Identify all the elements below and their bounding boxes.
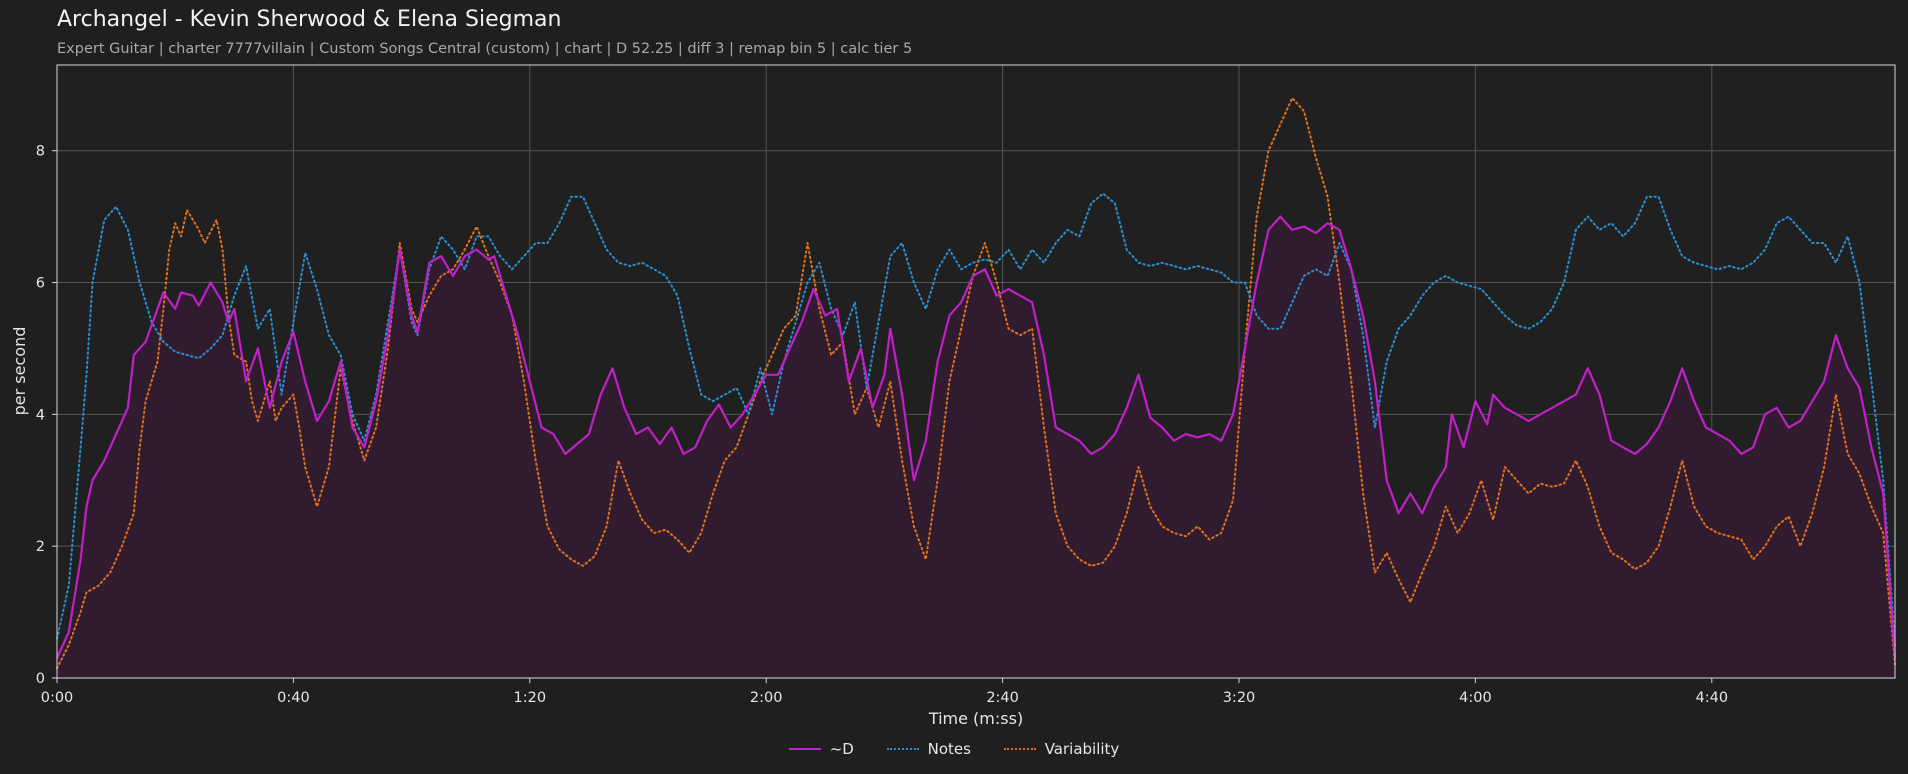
legend-label-variability: Variability — [1044, 740, 1120, 758]
legend-swatch-d — [788, 748, 821, 750]
y-tick-label: 4 — [36, 407, 45, 423]
legend-label-notes: Notes — [927, 740, 971, 758]
y-tick-label: 2 — [36, 539, 45, 555]
x-tick-label: 4:00 — [1459, 690, 1492, 706]
x-tick-label: 2:00 — [750, 690, 783, 706]
chart-subtitle: Expert Guitar | charter 7777villain | Cu… — [57, 41, 913, 57]
series-lines — [55, 97, 1897, 670]
legend-item-d: ~D — [788, 740, 854, 758]
legend-swatch-variability — [1003, 748, 1036, 750]
legend-item-variability: Variability — [1003, 740, 1120, 758]
x-axis-label: Time (m:ss) — [928, 709, 1023, 728]
legend-swatch-notes — [886, 748, 919, 750]
x-tick-label: 0:00 — [41, 690, 74, 706]
x-tick-label: 1:20 — [514, 690, 547, 706]
y-tick-label: 0 — [36, 671, 45, 687]
x-tick-label: 3:20 — [1223, 690, 1256, 706]
y-tick-label: 8 — [36, 144, 45, 160]
series-line-2 — [56, 97, 1896, 670]
x-tick-label: 4:40 — [1696, 690, 1729, 706]
series-line-0 — [55, 215, 1897, 659]
y-tick-label: 6 — [36, 276, 45, 292]
x-tick-label: 2:40 — [986, 690, 1019, 706]
legend-item-notes: Notes — [886, 740, 971, 758]
line-chart: 0:00 0:40 1:20 2:00 2:40 3:20 4:00 4:40 0 2 4 6 8 T… — [10, 64, 1897, 728]
legend-label-d: ~D — [829, 740, 854, 758]
series-line-1 — [56, 192, 1896, 646]
legend: ~D Notes Variability — [0, 736, 1908, 758]
plot-frame — [56, 64, 1896, 679]
y-axis-ticks: 0 2 4 6 8 — [36, 144, 57, 687]
x-tick-label: 0:40 — [277, 690, 310, 706]
y-axis-label: per second — [10, 327, 29, 416]
chart-title: Archangel - Kevin Sherwood & Elena Siegm… — [57, 7, 562, 32]
x-axis-ticks: 0:00 0:40 1:20 2:00 2:40 3:20 4:00 4:40 — [41, 678, 1728, 706]
